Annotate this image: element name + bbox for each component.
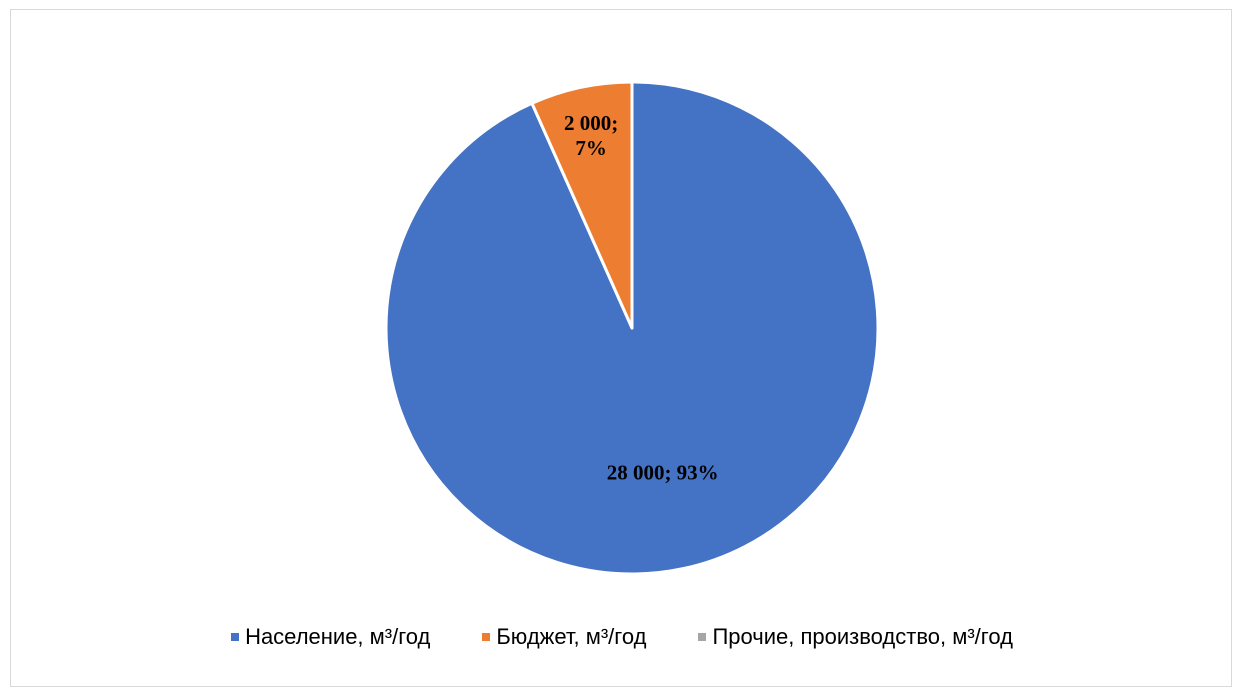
legend-item-population: Население, м³/год [231, 624, 430, 650]
pie-chart: 28 000; 93% 2 000; 7% [384, 80, 880, 576]
data-label-budget-line: 7% [575, 136, 607, 160]
chart-area: 28 000; 93% 2 000; 7% Население, м³/год Бю… [10, 9, 1232, 687]
data-label-population-line: 28 000; 93% [607, 460, 719, 484]
legend-swatch-budget [482, 633, 491, 641]
legend: Население, м³/год Бюджет, м³/год Прочие,… [11, 624, 1233, 650]
legend-swatch-population [231, 633, 240, 641]
pie-slice-population [384, 80, 880, 576]
legend-item-budget: Бюджет, м³/год [482, 624, 646, 650]
legend-swatch-other [698, 633, 707, 641]
data-label-population: 28 000; 93% [607, 460, 719, 484]
data-label-budget: 2 000; 7% [564, 111, 618, 160]
legend-item-other: Прочие, производство, м³/год [698, 624, 1013, 650]
pie-slices [384, 80, 880, 576]
data-label-budget-line: 2 000; [564, 111, 618, 135]
legend-label-population: Население, м³/год [245, 624, 431, 649]
legend-label-other: Прочие, производство, м³/год [712, 624, 1013, 649]
legend-label-budget: Бюджет, м³/год [496, 624, 647, 649]
pie-slice-budget [530, 80, 634, 330]
pie-data-labels: 28 000; 93% 2 000; 7% [564, 111, 719, 484]
